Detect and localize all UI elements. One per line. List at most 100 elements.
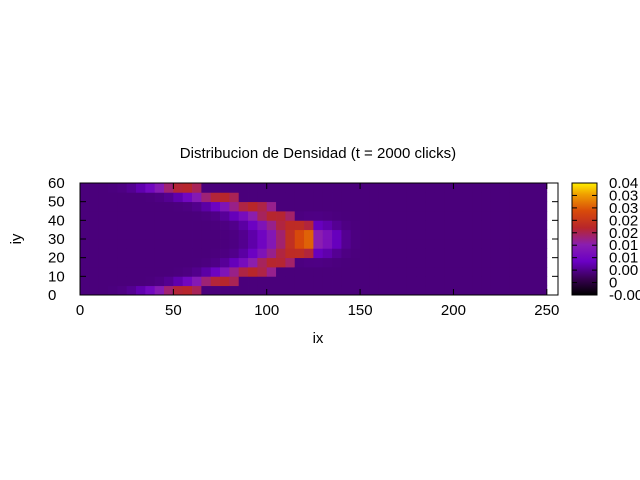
x-tick-label: 250 (534, 302, 559, 319)
heatmap-cell (248, 285, 258, 296)
heatmap-cell (98, 211, 109, 221)
heatmap-cell (304, 248, 314, 259)
heatmap-cell (332, 257, 342, 268)
heatmap-cell (210, 276, 221, 287)
heatmap-cell (518, 285, 529, 296)
heatmap-cell (248, 211, 258, 221)
heatmap-cell (126, 239, 137, 249)
heatmap-cell (481, 267, 492, 277)
heatmap-cell (220, 201, 230, 212)
heatmap-cell (182, 220, 193, 231)
heatmap-cell (173, 183, 184, 193)
heatmap-cell (164, 267, 174, 277)
colorbar-tick-label: 0.04 (609, 175, 638, 192)
heatmap-cell (416, 239, 426, 249)
heatmap-cell (388, 201, 398, 212)
heatmap-cell (341, 239, 352, 249)
heatmap-cell (509, 248, 520, 259)
heatmap-cell (285, 211, 296, 221)
heatmap-cell (416, 220, 426, 231)
heatmap-cell (397, 183, 408, 193)
heatmap-cell (481, 211, 492, 221)
heatmap-cell (472, 211, 482, 221)
heatmap-cell (173, 229, 184, 240)
x-tick-label: 50 (165, 302, 182, 319)
heatmap-cell (500, 248, 510, 259)
heatmap-cell (164, 276, 174, 287)
heatmap-cell (136, 276, 146, 287)
heatmap-cell (117, 267, 128, 277)
heatmap-cell (490, 183, 501, 193)
heatmap-cell (154, 248, 165, 259)
heatmap-cell (154, 229, 165, 240)
heatmap-cell (500, 220, 510, 231)
heatmap-cell (145, 201, 156, 212)
heatmap-cell (322, 192, 333, 203)
heatmap-cell (313, 229, 324, 240)
heatmap-cell (294, 285, 305, 296)
heatmap-cell (80, 248, 90, 259)
heatmap-cell (406, 257, 417, 268)
heatmap-cell (276, 257, 286, 268)
heatmap-cell (397, 257, 408, 268)
heatmap-cell (257, 276, 268, 287)
heatmap-cell (108, 201, 118, 212)
heatmap-cell (182, 248, 193, 259)
heatmap-cell (453, 239, 464, 249)
heatmap-cell (229, 201, 240, 212)
heatmap-cell (136, 285, 146, 296)
heatmap-cell (136, 220, 146, 231)
heatmap-cell (117, 220, 128, 231)
heatmap-cell (182, 183, 193, 193)
heatmap-cell (472, 276, 482, 287)
heatmap-cell (229, 276, 240, 287)
heatmap-cell (98, 183, 109, 193)
heatmap-cell (276, 248, 286, 259)
heatmap-cell (388, 248, 398, 259)
heatmap-cell (201, 285, 212, 296)
heatmap-cell (341, 229, 352, 240)
heatmap-cell (481, 239, 492, 249)
heatmap-cell (89, 211, 100, 221)
heatmap-cell (98, 239, 109, 249)
heatmap-cell (369, 201, 380, 212)
heatmap-cell (444, 276, 454, 287)
heatmap-cell (350, 201, 361, 212)
heatmap-cell (238, 285, 249, 296)
heatmap-cell (406, 192, 417, 203)
heatmap-cell (434, 183, 445, 193)
heatmap-cell (220, 229, 230, 240)
heatmap-cell (98, 267, 109, 277)
heatmap-cell (220, 192, 230, 203)
heatmap-cell (378, 276, 389, 287)
heatmap-cell (80, 211, 90, 221)
heatmap-cell (192, 276, 202, 287)
x-tick-label: 150 (348, 302, 373, 319)
heatmap-cell (369, 248, 380, 259)
heatmap-cell (313, 201, 324, 212)
heatmap-cell (229, 211, 240, 221)
heatmap-cell (126, 211, 137, 221)
heatmap-cell (378, 192, 389, 203)
heatmap-cell (518, 220, 529, 231)
heatmap-cell (285, 285, 296, 296)
heatmap-cell (89, 229, 100, 240)
heatmap-cell (453, 257, 464, 268)
x-axis: 0 50 100 150 200 250 (76, 183, 559, 319)
heatmap-cell (136, 201, 146, 212)
heatmap-cell (518, 257, 529, 268)
heatmap-cell (164, 192, 174, 203)
heatmap-cell (89, 239, 100, 249)
heatmap-cell (322, 276, 333, 287)
heatmap-cell (304, 267, 314, 277)
heatmap-cell (322, 257, 333, 268)
heatmap-cell (238, 192, 249, 203)
heatmap-cell (98, 220, 109, 231)
heatmap-cell (481, 257, 492, 268)
heatmap-cell (154, 239, 165, 249)
heatmap-cell (182, 257, 193, 268)
heatmap-cell (453, 285, 464, 296)
heatmap-cell (444, 239, 454, 249)
